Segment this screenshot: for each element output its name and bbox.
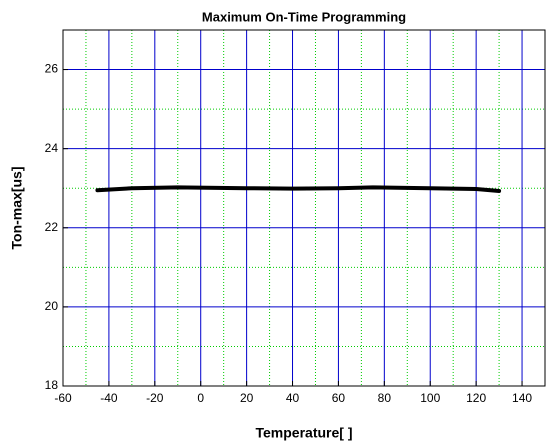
x-tick-label: 60 (332, 391, 346, 405)
x-tick-label: 80 (378, 391, 392, 405)
x-tick-label: -60 (54, 391, 72, 405)
x-tick-label: 100 (420, 391, 440, 405)
chart-title: Maximum On-Time Programming (202, 9, 406, 24)
plot-frame (62, 29, 546, 387)
y-tick-label: 22 (45, 220, 59, 234)
x-tick-label: 120 (466, 391, 486, 405)
y-tick-label: 26 (45, 62, 59, 76)
x-tick-label: 140 (512, 391, 532, 405)
x-tick-label: -20 (146, 391, 164, 405)
x-tick-label: 20 (240, 391, 254, 405)
x-tick-label: 0 (197, 391, 204, 405)
y-tick-label: 24 (45, 141, 59, 155)
x-tick-label: 40 (286, 391, 300, 405)
x-tick-label: -40 (100, 391, 118, 405)
y-tick-label: 20 (45, 299, 59, 313)
y-tick-label: 18 (45, 378, 59, 392)
y-axis-label: Ton-max[us] (9, 167, 25, 250)
data-line (95, 185, 502, 193)
x-axis-label: Temperature[ ] (256, 425, 353, 441)
